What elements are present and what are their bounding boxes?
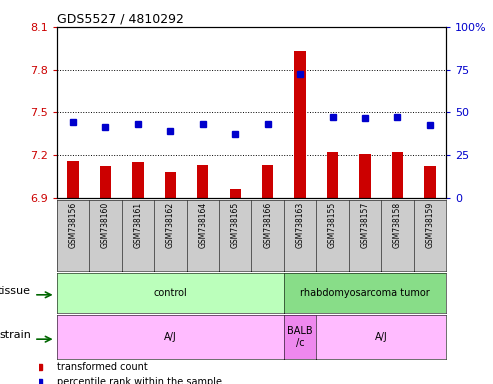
Bar [424, 166, 436, 198]
Text: GSM738158: GSM738158 [393, 202, 402, 248]
Bar [197, 165, 209, 198]
Text: GSM738166: GSM738166 [263, 202, 272, 248]
Bar [262, 165, 273, 198]
Bar [327, 152, 338, 198]
Text: GSM738155: GSM738155 [328, 202, 337, 248]
Bar [230, 189, 241, 198]
Text: control: control [153, 288, 187, 298]
Text: GSM738165: GSM738165 [231, 202, 240, 248]
Text: A/J: A/J [375, 332, 387, 342]
Text: rhabdomyosarcoma tumor: rhabdomyosarcoma tumor [300, 288, 430, 298]
Text: GDS5527 / 4810292: GDS5527 / 4810292 [57, 13, 183, 26]
Text: A/J: A/J [164, 332, 176, 342]
Bar [392, 152, 403, 198]
Text: transformed count: transformed count [57, 362, 147, 372]
Bar [132, 162, 143, 198]
Text: strain: strain [0, 330, 31, 340]
Text: GSM738156: GSM738156 [69, 202, 77, 248]
Text: tissue: tissue [0, 286, 31, 296]
Text: GSM738163: GSM738163 [296, 202, 305, 248]
Bar [100, 166, 111, 198]
Text: GSM738164: GSM738164 [198, 202, 207, 248]
Text: BALB
/c: BALB /c [287, 326, 313, 348]
Text: percentile rank within the sample: percentile rank within the sample [57, 377, 222, 384]
Text: GSM738160: GSM738160 [101, 202, 110, 248]
Bar [294, 51, 306, 198]
Bar [67, 161, 78, 198]
Bar [359, 154, 371, 198]
Text: GSM738162: GSM738162 [166, 202, 175, 248]
Bar [165, 172, 176, 198]
Text: GSM738161: GSM738161 [133, 202, 142, 248]
Text: GSM738159: GSM738159 [425, 202, 434, 248]
Text: GSM738157: GSM738157 [360, 202, 370, 248]
